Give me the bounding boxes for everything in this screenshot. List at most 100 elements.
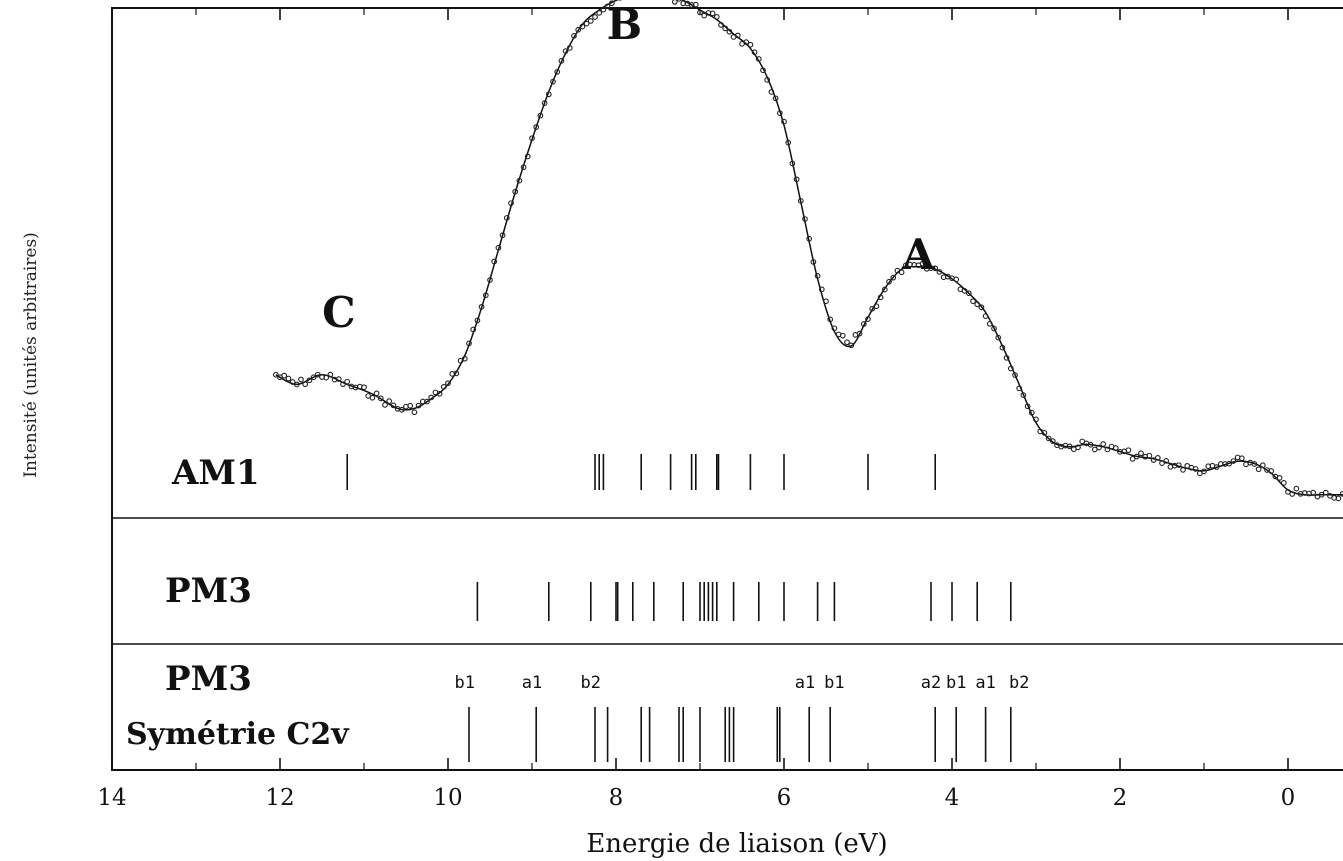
data-point	[302, 381, 309, 388]
data-point	[398, 406, 405, 413]
data-point	[755, 56, 762, 62]
symmetry-label: a1	[795, 673, 815, 693]
data-point	[1251, 461, 1258, 467]
data-point	[566, 45, 573, 51]
peak-label: A	[901, 230, 936, 279]
symmetry-label: b1	[824, 673, 844, 693]
data-point	[982, 313, 989, 319]
data-point	[587, 18, 594, 24]
data-point	[781, 118, 787, 125]
data-point	[747, 41, 754, 48]
data-point	[772, 95, 779, 102]
data-point	[1276, 475, 1283, 481]
data-point	[415, 402, 422, 409]
x-tick-label: 14	[97, 785, 126, 811]
symmetry-label: b2	[581, 673, 601, 693]
data-point	[1201, 468, 1207, 475]
data-point	[1049, 438, 1056, 444]
x-tick-label: 6	[777, 785, 792, 811]
data-point	[806, 235, 813, 242]
x-tick-label: 0	[1281, 785, 1296, 811]
peak-label: C	[322, 288, 355, 337]
data-point	[823, 298, 829, 305]
data-point	[898, 269, 905, 276]
data-point	[1280, 479, 1287, 486]
data-point	[1238, 455, 1245, 462]
x-tick-label: 10	[433, 785, 462, 811]
data-point	[793, 176, 800, 183]
peak-labels: C B A	[322, 0, 936, 337]
data-point	[499, 232, 506, 239]
data-point	[495, 244, 502, 251]
data-point	[466, 340, 472, 347]
data-point	[575, 26, 582, 33]
data-point	[1125, 447, 1132, 454]
data-point	[386, 398, 393, 404]
symmetry-label: a2	[921, 673, 941, 693]
data-point	[751, 49, 758, 56]
spectrum-data	[272, 0, 1343, 502]
data-point	[1012, 372, 1018, 379]
data-point	[1129, 456, 1136, 462]
x-tick-label: 2	[1113, 785, 1128, 811]
data-point	[814, 273, 821, 279]
x-tick-label: 8	[609, 785, 624, 811]
data-point	[445, 380, 451, 387]
data-point	[298, 376, 304, 383]
data-point	[361, 384, 367, 391]
data-point	[978, 304, 985, 311]
data-point	[831, 325, 838, 332]
data-point	[340, 381, 346, 388]
data-point	[860, 321, 867, 327]
data-point	[516, 177, 523, 184]
data-point	[524, 153, 531, 160]
data-point	[503, 215, 510, 221]
data-point	[579, 23, 586, 30]
data-point	[537, 112, 544, 119]
data-point	[482, 292, 489, 299]
data-point	[293, 381, 300, 388]
data-point	[281, 372, 288, 379]
data-point	[1007, 365, 1014, 372]
data-point	[818, 286, 825, 293]
peak-label: B	[607, 0, 643, 49]
data-point	[919, 260, 926, 267]
data-point	[848, 342, 855, 349]
data-point	[491, 258, 498, 265]
data-point	[487, 277, 493, 283]
data-point	[470, 326, 477, 333]
data-point	[776, 110, 783, 117]
symmetry-label: b2	[1009, 673, 1029, 693]
data-point	[382, 401, 388, 408]
data-point	[373, 390, 380, 397]
data-point	[453, 370, 460, 377]
y-axis-label: Intensité (unités arbitraires)	[21, 232, 41, 478]
data-point	[890, 274, 897, 281]
data-point	[520, 164, 527, 171]
data-point	[1087, 441, 1094, 448]
symmetry-label: a1	[522, 673, 542, 693]
data-point	[1024, 403, 1031, 410]
data-point	[310, 374, 317, 381]
data-point	[802, 216, 808, 222]
panel-label-symmetry: Symétrie C2v	[126, 717, 350, 752]
data-point	[571, 33, 577, 39]
data-point	[1104, 446, 1111, 453]
data-point	[676, 0, 682, 2]
data-point	[839, 332, 846, 339]
data-point	[533, 124, 540, 130]
data-point	[760, 67, 766, 74]
data-point	[436, 390, 443, 397]
data-point	[718, 22, 724, 28]
data-point	[1100, 441, 1107, 447]
data-point	[1192, 466, 1199, 472]
data-point	[827, 316, 834, 323]
data-point	[961, 288, 968, 294]
data-point	[390, 402, 397, 409]
plot-frame	[111, 7, 1343, 771]
data-point	[764, 76, 771, 83]
data-point	[995, 334, 1002, 341]
data-point	[550, 78, 556, 85]
data-point	[1322, 489, 1329, 496]
